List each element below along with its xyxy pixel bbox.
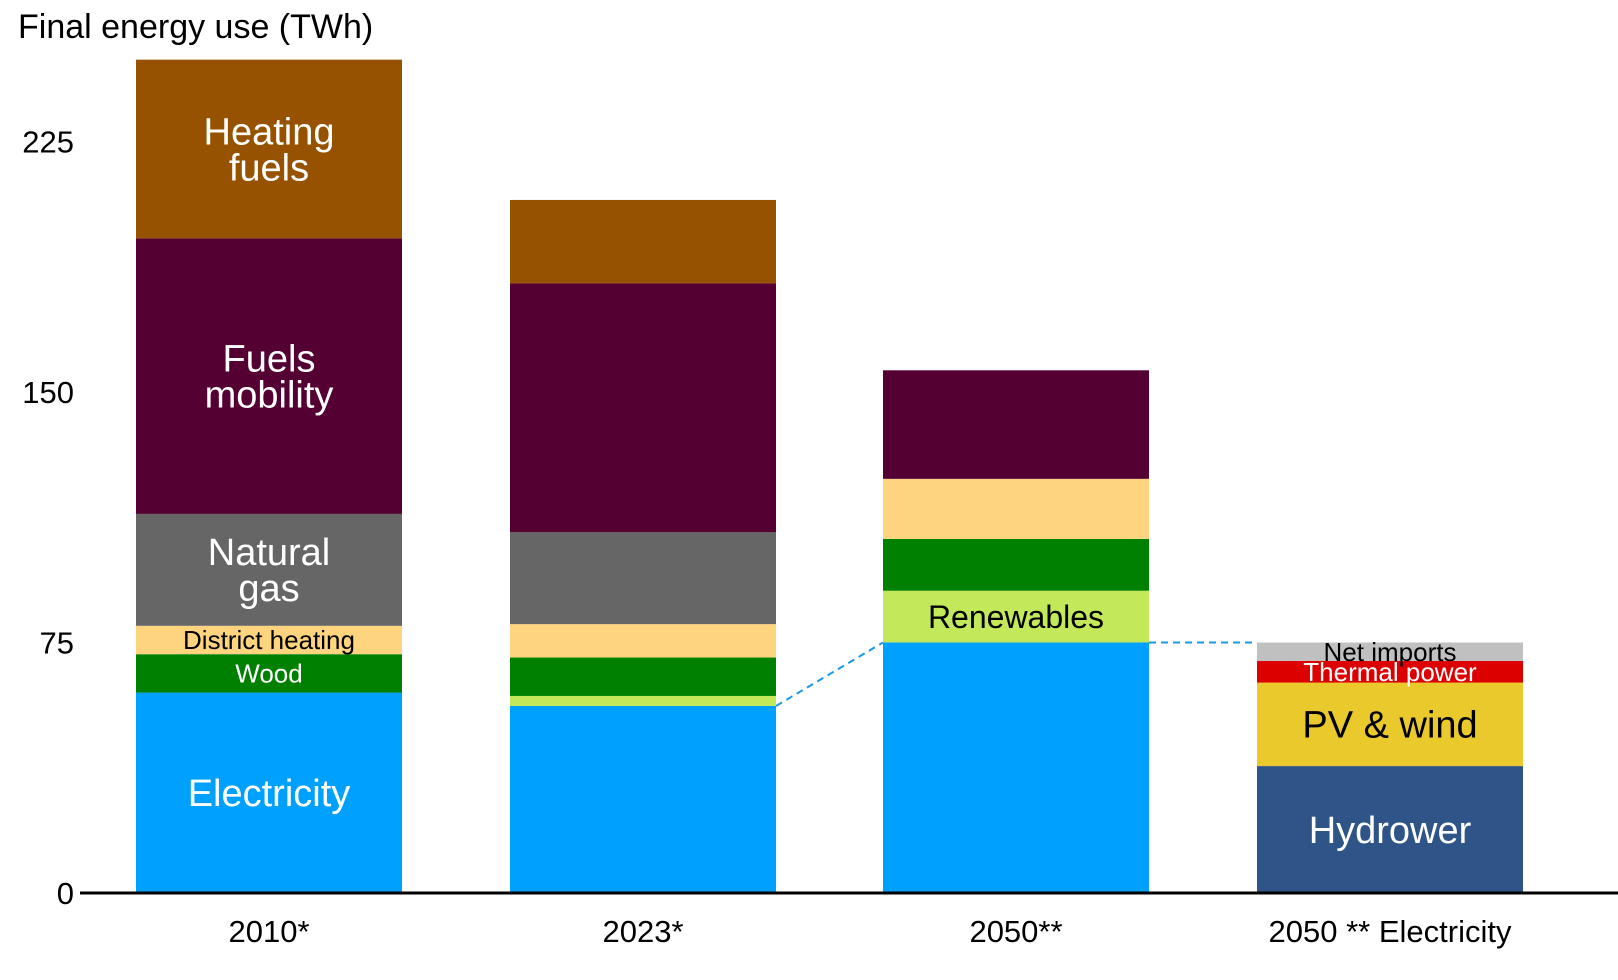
bars-group bbox=[136, 59, 1523, 893]
connector-lines bbox=[775, 641, 1257, 707]
segment-label-hydrower-3: Hydrower bbox=[1309, 810, 1472, 852]
segment-label-pv-wind-3: PV & wind bbox=[1302, 705, 1477, 747]
y-axis-label: Final energy use (TWh) bbox=[18, 8, 373, 46]
segment-label-natural-gas-0: Natural gas bbox=[208, 532, 331, 610]
segment-label-district-heating-0: District heating bbox=[183, 625, 355, 655]
y-tick-label-75: 75 bbox=[40, 626, 74, 661]
category-label-2010: 2010* bbox=[228, 914, 309, 949]
category-label-2050-electricity: 2050 ** Electricity bbox=[1269, 914, 1512, 949]
segment-label-net-imports-3: Net imports bbox=[1324, 637, 1457, 667]
bar-segment-pv-wind-3 bbox=[1257, 682, 1523, 767]
bar-segment-wood-0 bbox=[136, 654, 402, 693]
category-label-2023: 2023* bbox=[602, 914, 683, 949]
y-ticks-group: 0 75 150 225 bbox=[22, 125, 74, 912]
connector-line-0 bbox=[775, 641, 884, 707]
y-tick-label-225: 225 bbox=[22, 125, 74, 160]
bar-segment-fuels-mobility-0 bbox=[136, 238, 402, 514]
segment-label-heating-fuels-0: Heating fuels bbox=[204, 111, 335, 189]
category-labels-group: 2010* 2023* 2050** 2050 ** Electricity bbox=[228, 914, 1511, 949]
category-label-2050: 2050** bbox=[969, 914, 1062, 949]
bar-segment-thermal-power-3 bbox=[1257, 660, 1523, 683]
segment-label-wood-0: Wood bbox=[235, 658, 302, 688]
bar-segment-electricity-0 bbox=[136, 692, 402, 893]
segment-label-renewables-2: Renewables bbox=[928, 599, 1104, 635]
bar-segment-renewables-2 bbox=[883, 590, 1149, 643]
bar-segment-heating-fuels-0 bbox=[136, 59, 402, 239]
bar-segment-district-heating-0 bbox=[136, 625, 402, 655]
y-tick-label-150: 150 bbox=[22, 375, 74, 410]
segment-label-thermal-power-3: Thermal power bbox=[1303, 657, 1477, 687]
y-tick-label-0: 0 bbox=[57, 876, 74, 911]
bar-segment-fuels-mobility-1 bbox=[510, 283, 776, 533]
segment-label-fuels-mobility-0: Fuels mobility bbox=[205, 338, 334, 416]
bar-segment-hydrower-3 bbox=[1257, 766, 1523, 893]
bar-segment-heating-fuels-1 bbox=[510, 199, 776, 284]
bar-segment-renewables-1 bbox=[510, 695, 776, 706]
bar-segment-net-imports-3 bbox=[1257, 642, 1523, 661]
segment-label-electricity-0: Electricity bbox=[188, 773, 351, 815]
bar-segment-natural-gas-1 bbox=[510, 532, 776, 625]
bar-segment-natural-gas-0 bbox=[136, 513, 402, 626]
bar-segment-electricity-1 bbox=[510, 705, 776, 893]
bar-segment-district-heating-2 bbox=[883, 478, 1149, 539]
bar-segment-district-heating-1 bbox=[510, 624, 776, 658]
bar-segment-wood-1 bbox=[510, 657, 776, 696]
bar-segment-electricity-2 bbox=[883, 642, 1149, 893]
bar-segment-fuels-mobility-2 bbox=[883, 370, 1149, 479]
bar-segment-wood-2 bbox=[883, 538, 1149, 591]
